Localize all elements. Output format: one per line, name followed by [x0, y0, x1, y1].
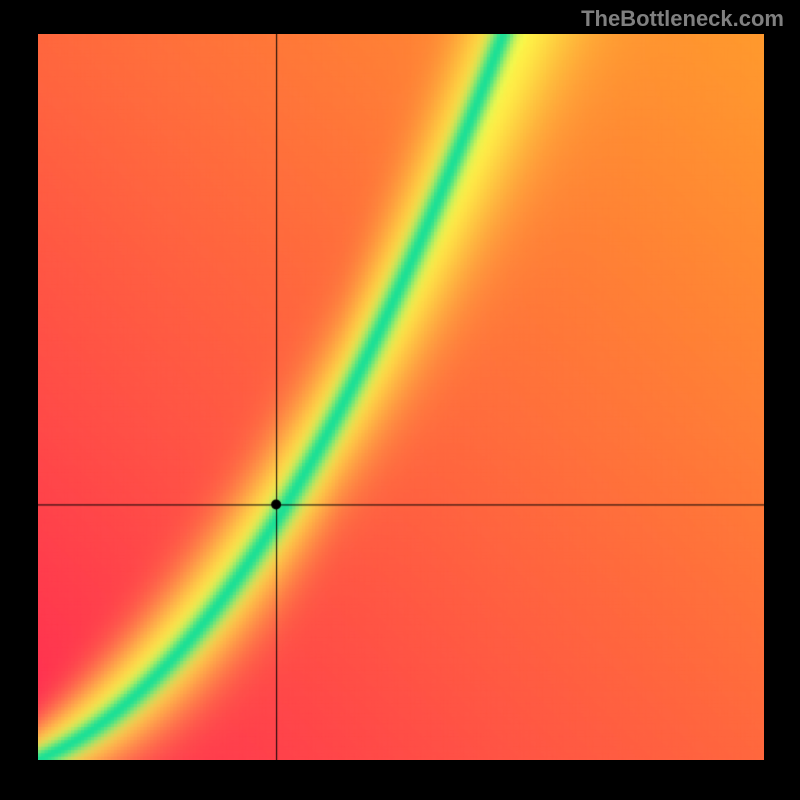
watermark-text: TheBottleneck.com	[581, 6, 784, 32]
chart-frame	[38, 34, 764, 760]
heatmap-canvas	[38, 34, 764, 760]
